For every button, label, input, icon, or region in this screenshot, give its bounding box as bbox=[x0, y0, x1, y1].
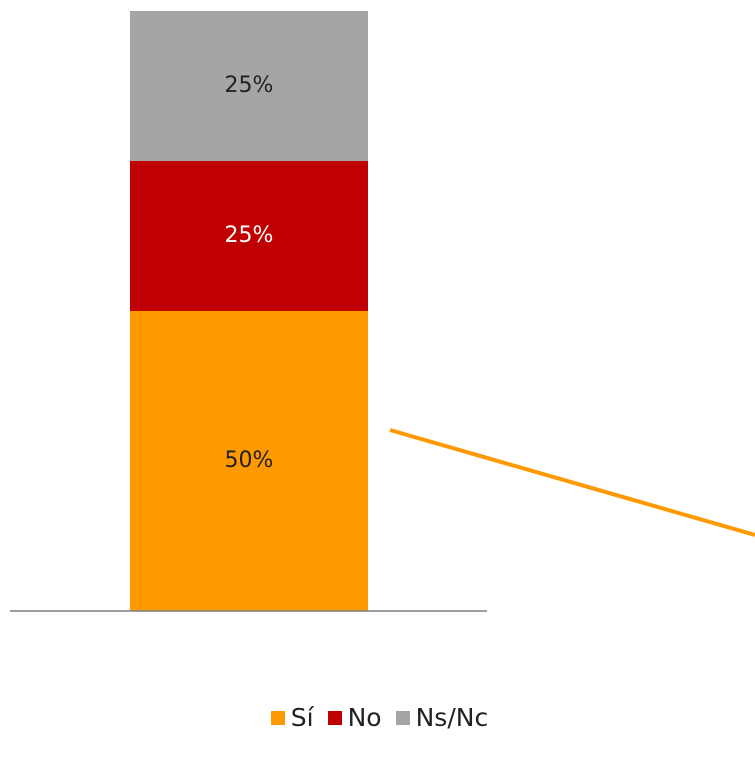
legend: Sí No Ns/Nc bbox=[0, 703, 755, 733]
legend-swatch-2 bbox=[395, 711, 410, 725]
data-label-0: 50% bbox=[225, 448, 274, 473]
legend-item-0: Sí bbox=[270, 703, 314, 733]
data-label-2: 25% bbox=[225, 73, 274, 98]
bar-segment-2 bbox=[130, 11, 368, 161]
bar-stack: 50% 25% 25% bbox=[130, 11, 368, 611]
legend-label-0: Sí bbox=[290, 703, 314, 732]
legend-label-2: Ns/Nc bbox=[415, 703, 489, 732]
legend-item-1: No bbox=[327, 703, 382, 733]
legend-label-1: No bbox=[347, 703, 382, 732]
bar-segment-0 bbox=[130, 311, 368, 611]
data-label-1: 25% bbox=[225, 223, 274, 248]
connector-line bbox=[389, 428, 755, 537]
legend-swatch-0 bbox=[270, 711, 285, 725]
bar-segment-1 bbox=[130, 161, 368, 311]
legend-item-2: Ns/Nc bbox=[395, 703, 489, 733]
legend-swatch-1 bbox=[327, 711, 342, 725]
